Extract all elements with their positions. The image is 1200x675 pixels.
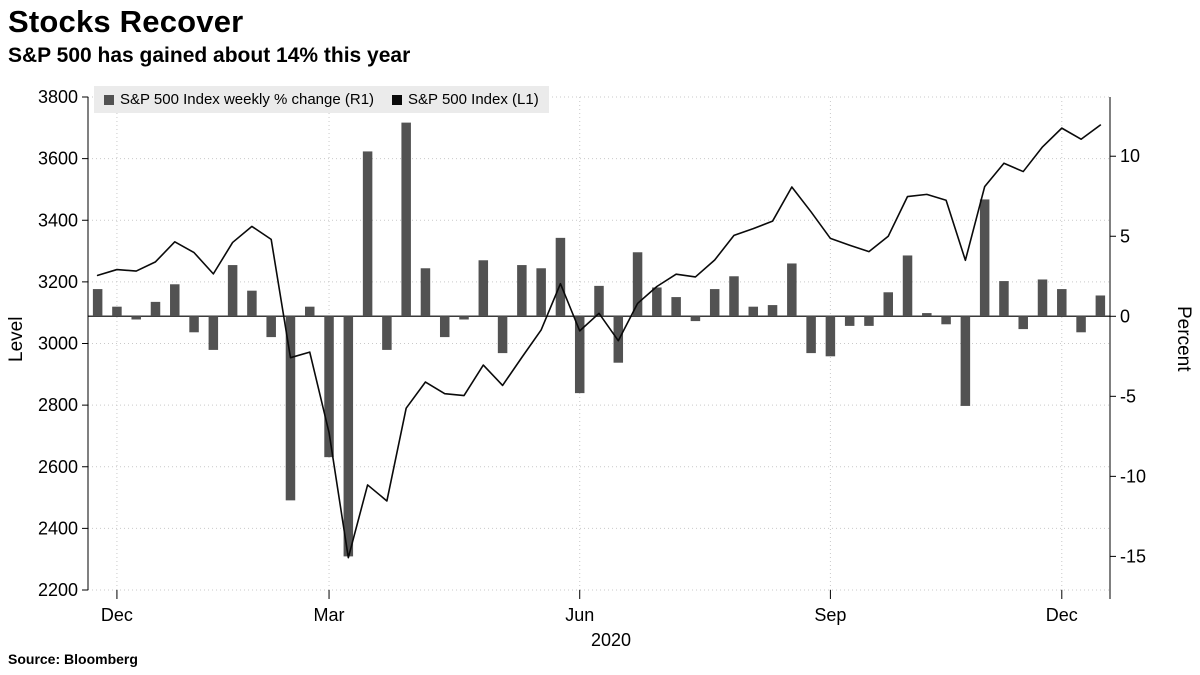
svg-text:3000: 3000 [38,334,78,354]
svg-text:10: 10 [1120,146,1140,166]
line-series-swatch-icon [392,94,403,105]
svg-text:Mar: Mar [314,605,345,625]
bar-series-swatch-icon [104,94,114,105]
svg-text:3400: 3400 [38,210,78,230]
svg-text:Dec: Dec [101,605,133,625]
legend-label-index-level: S&P 500 Index (L1) [408,91,539,108]
svg-text:-15: -15 [1120,546,1146,566]
legend-label-weekly-change: S&P 500 Index weekly % change (R1) [120,91,375,108]
svg-text:-5: -5 [1120,386,1136,406]
chart-title: Stocks Recover [8,4,244,39]
chart-subtitle: S&P 500 has gained about 14% this year [8,44,411,67]
chart-legend: S&P 500 Index weekly % change (R1) S&P 5… [94,86,549,113]
chart-canvas: 3800 3600 3400 3200 3000 2800 2600 2400 2200 10 5 0… [38,87,1146,648]
legend-item-weekly-change: S&P 500 Index weekly % change (R1) [104,91,374,108]
svg-text:3800: 3800 [38,87,78,107]
svg-text:-10: -10 [1120,466,1146,486]
svg-text:2400: 2400 [38,518,78,538]
svg-text:Sep: Sep [814,605,846,625]
svg-text:5: 5 [1120,226,1130,246]
svg-text:2600: 2600 [38,457,78,477]
svg-text:3600: 3600 [38,149,78,169]
svg-text:Jun: Jun [565,605,594,625]
svg-text:2800: 2800 [38,395,78,415]
svg-text:2200: 2200 [38,580,78,600]
svg-text:2020: 2020 [591,630,631,648]
source-note: Source: Bloomberg [8,651,138,667]
legend-item-index-level: S&P 500 Index (L1) [392,91,539,108]
svg-text:Dec: Dec [1046,605,1078,625]
svg-text:0: 0 [1120,306,1130,326]
svg-text:3200: 3200 [38,272,78,292]
